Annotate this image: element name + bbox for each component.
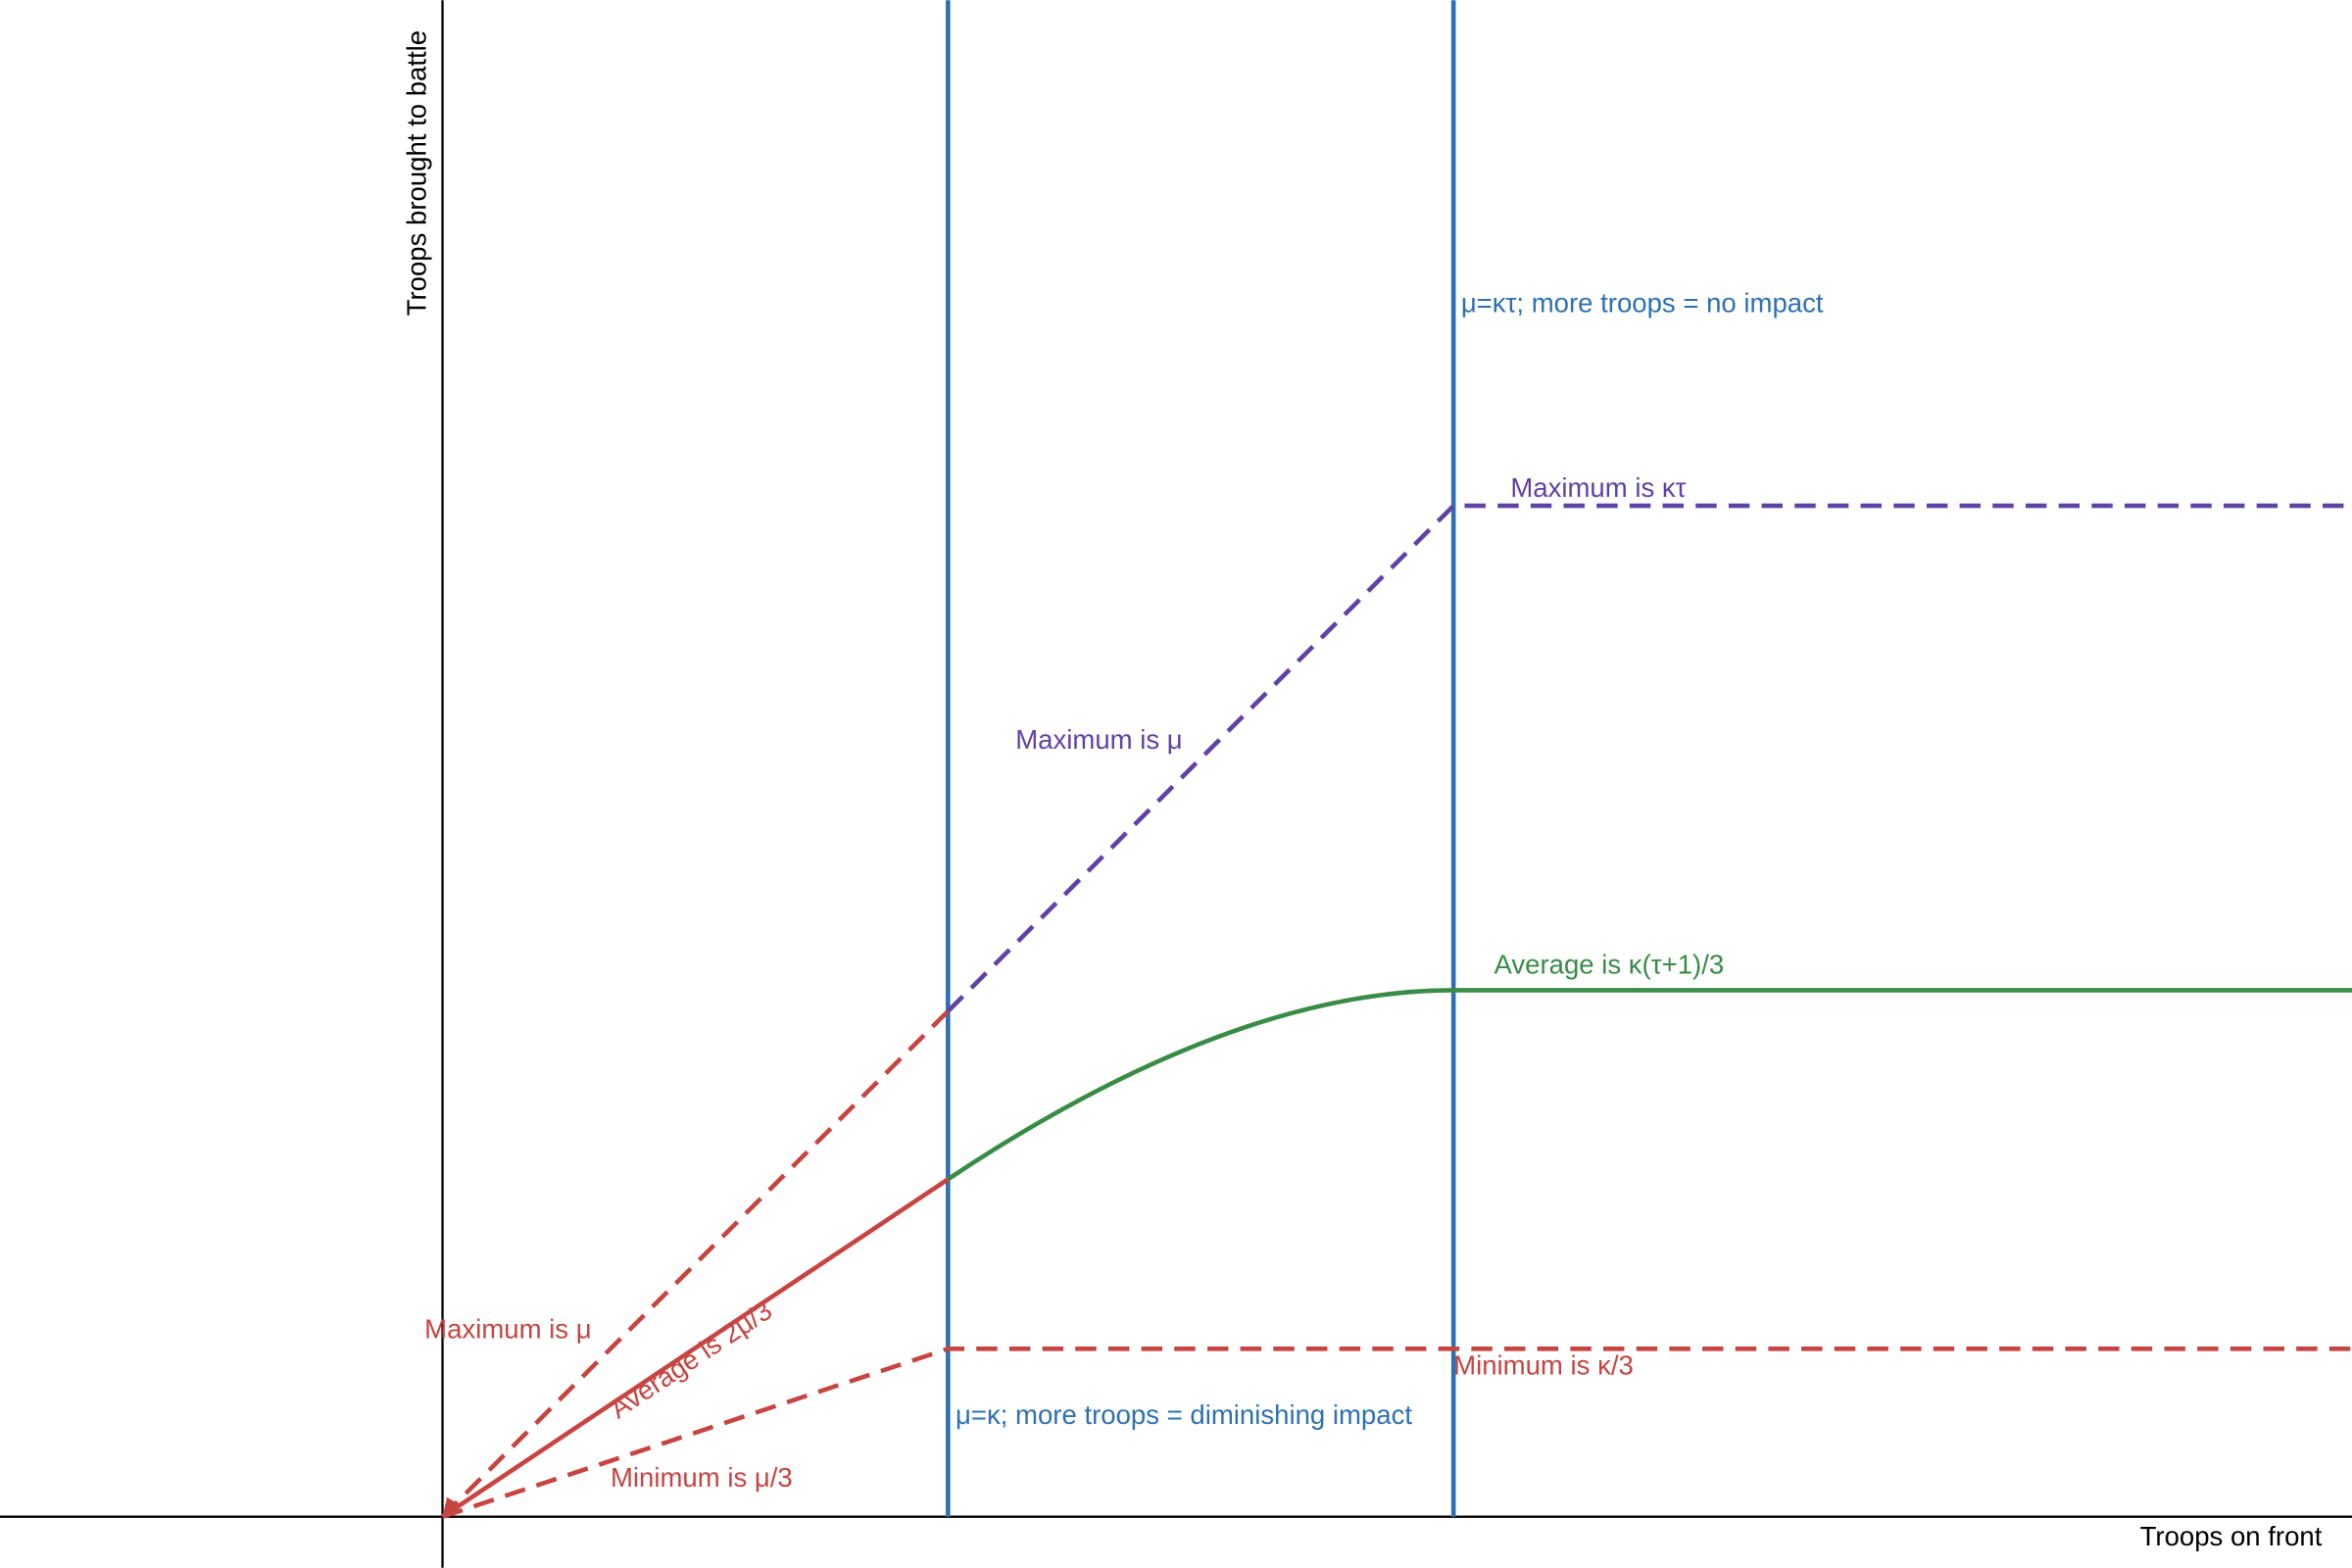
annotation: Maximum is μ [424, 1314, 591, 1345]
annotation: Minimum is κ/3 [1453, 1349, 1634, 1380]
annotation: μ=κτ; more troops = no impact [1461, 288, 1824, 318]
max-line [440, 1009, 950, 1519]
y-axis-label: Troops brought to battle [402, 30, 432, 316]
annotation: Average is κ(τ+1)/3 [1494, 950, 1724, 980]
annotation: μ=κ; more troops = diminishing impact [956, 1399, 1412, 1430]
average-line [441, 1177, 950, 1519]
average-curve [947, 988, 2352, 1182]
annotation: Maximum is κτ [1510, 472, 1686, 503]
arrow-head [442, 1496, 463, 1517]
min-line [441, 1346, 2352, 1519]
annotation: Maximum is μ [1015, 724, 1182, 755]
annotation: Minimum is μ/3 [611, 1462, 793, 1493]
x-axis-label: Troops on front [2140, 1521, 2323, 1551]
max-line [946, 503, 2352, 1013]
